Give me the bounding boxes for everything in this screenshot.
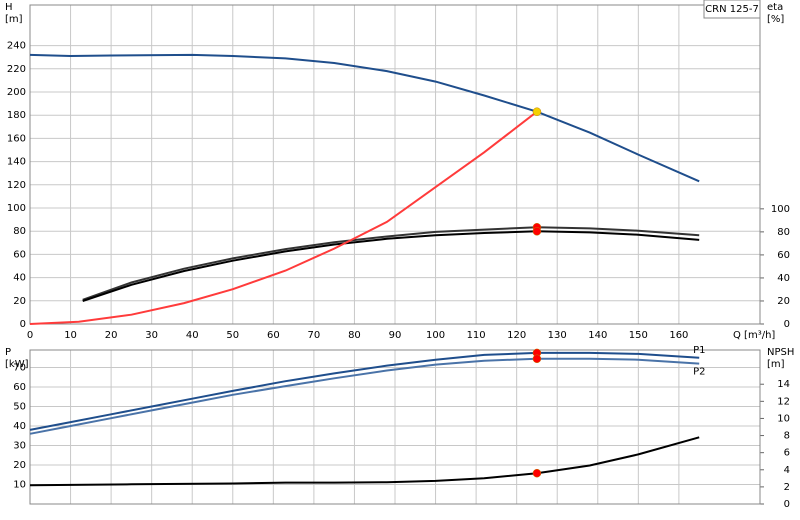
x-tick-label: 80 bbox=[348, 330, 361, 341]
y2-axis-label: [m] bbox=[767, 359, 785, 370]
x-axis-label: Q [m³/h] bbox=[733, 330, 775, 341]
y-tick-label: 30 bbox=[13, 441, 26, 452]
x-tick-label: 40 bbox=[186, 330, 199, 341]
y-tick-label: 0 bbox=[20, 319, 26, 330]
y-tick-label: 40 bbox=[13, 273, 26, 284]
y-tick-label: 50 bbox=[13, 402, 26, 413]
y2-tick-label: 8 bbox=[784, 431, 790, 442]
plot-frame bbox=[29, 4, 761, 325]
curve bbox=[29, 53, 700, 183]
curve bbox=[29, 436, 700, 487]
y-tick-label: 240 bbox=[7, 41, 26, 52]
y-tick-label: 180 bbox=[7, 110, 26, 121]
y-tick-label: 60 bbox=[13, 382, 26, 393]
y-axis-label: P bbox=[5, 347, 11, 358]
y-tick-label: 10 bbox=[13, 480, 26, 491]
operating-point bbox=[532, 107, 542, 116]
operating-point bbox=[532, 468, 542, 478]
y-tick-label: 20 bbox=[13, 296, 26, 307]
y-tick-label: 20 bbox=[13, 460, 26, 471]
y-tick-label: 200 bbox=[7, 87, 26, 98]
y-tick-label: 40 bbox=[13, 421, 26, 432]
y2-tick-label: 60 bbox=[777, 250, 790, 261]
operating-point bbox=[532, 227, 542, 236]
y-tick-label: 220 bbox=[7, 64, 26, 75]
x-tick-label: 140 bbox=[588, 330, 607, 341]
y-axis-label: [kW] bbox=[5, 359, 29, 370]
x-tick-label: 70 bbox=[308, 330, 321, 341]
series-label: P2 bbox=[693, 367, 705, 378]
chart-title: CRN 125-7 bbox=[705, 4, 759, 15]
y2-tick-label: 80 bbox=[777, 227, 790, 238]
x-tick-label: 120 bbox=[507, 330, 526, 341]
x-tick-label: 10 bbox=[64, 330, 77, 341]
y-axis-label: [m] bbox=[5, 14, 23, 25]
x-tick-label: 30 bbox=[145, 330, 158, 341]
y2-tick-label: 14 bbox=[777, 379, 790, 390]
y2-tick-label: 20 bbox=[777, 296, 790, 307]
y2-tick-label: 2 bbox=[784, 482, 790, 493]
curve bbox=[29, 357, 700, 435]
y2-axis-label: eta bbox=[767, 2, 783, 13]
y2-tick-label: 0 bbox=[784, 499, 790, 510]
curve bbox=[82, 226, 700, 301]
y2-axis-label: NPSH bbox=[767, 347, 794, 358]
y2-axis-label: [%] bbox=[767, 14, 784, 25]
x-tick-label: 50 bbox=[226, 330, 239, 341]
x-tick-label: 0 bbox=[27, 330, 33, 341]
curve bbox=[29, 110, 538, 325]
y-tick-label: 120 bbox=[7, 180, 26, 191]
x-tick-label: 90 bbox=[389, 330, 402, 341]
y2-tick-label: 10 bbox=[777, 413, 790, 424]
y-tick-label: 160 bbox=[7, 133, 26, 144]
y-tick-label: 100 bbox=[7, 203, 26, 214]
y-axis-label: H bbox=[5, 2, 13, 13]
y2-tick-label: 6 bbox=[784, 448, 790, 459]
x-tick-label: 130 bbox=[548, 330, 567, 341]
y-tick-label: 60 bbox=[13, 249, 26, 260]
x-tick-label: 110 bbox=[467, 330, 486, 341]
series-label: P1 bbox=[693, 345, 705, 356]
plot-frame bbox=[29, 349, 761, 505]
x-tick-label: 60 bbox=[267, 330, 280, 341]
y2-tick-label: 4 bbox=[784, 465, 790, 476]
x-tick-label: 160 bbox=[669, 330, 688, 341]
x-tick-label: 150 bbox=[629, 330, 648, 341]
curve bbox=[82, 230, 700, 302]
title-box bbox=[703, 0, 761, 19]
x-tick-label: 100 bbox=[426, 330, 445, 341]
y2-tick-label: 100 bbox=[771, 204, 790, 215]
operating-point bbox=[532, 354, 542, 364]
x-tick-label: 20 bbox=[105, 330, 118, 341]
y-tick-label: 70 bbox=[13, 363, 26, 374]
y-tick-label: 140 bbox=[7, 157, 26, 168]
y-tick-label: 80 bbox=[13, 226, 26, 237]
y2-tick-label: 40 bbox=[777, 273, 790, 284]
y2-tick-label: 0 bbox=[784, 319, 790, 330]
y2-tick-label: 12 bbox=[777, 396, 790, 407]
curve bbox=[29, 351, 700, 431]
